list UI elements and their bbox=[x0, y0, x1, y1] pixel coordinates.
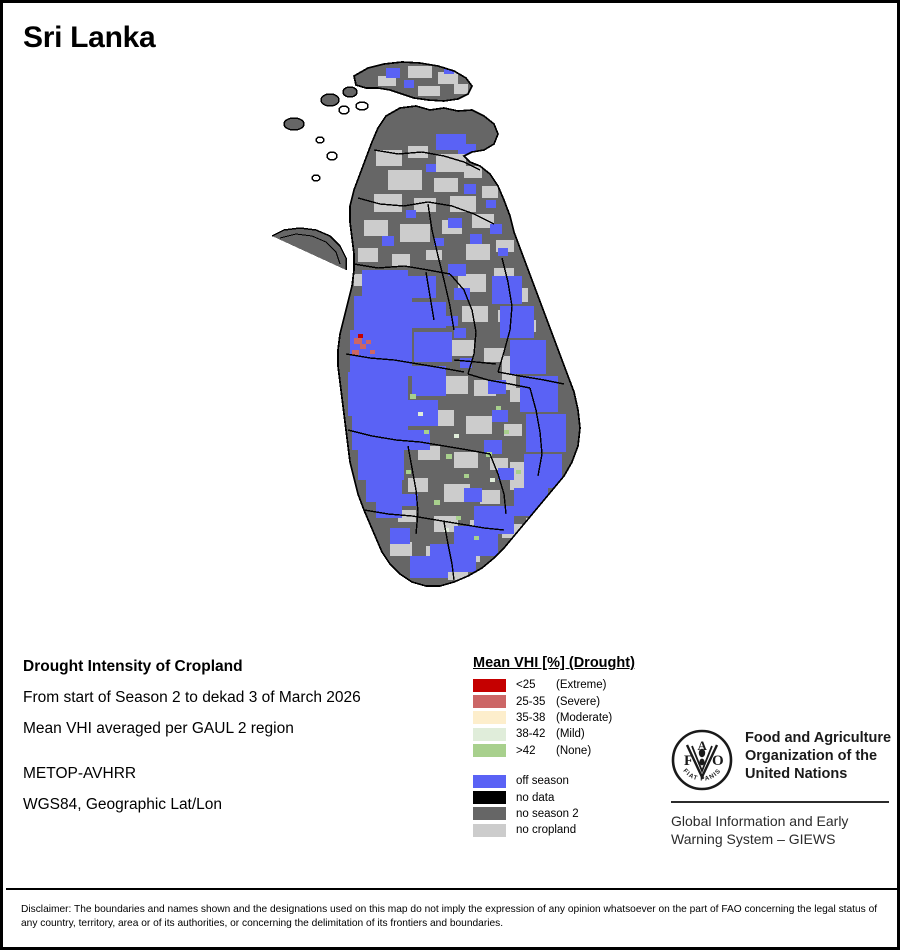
legend-range-extreme: <25 bbox=[516, 679, 536, 692]
legend-swatch-no-cropland bbox=[473, 823, 506, 837]
legend-item-severe[interactable]: 25-35 (Severe) bbox=[473, 693, 663, 709]
map-islands-layer bbox=[283, 86, 369, 182]
fao-org-line2: Organization of the bbox=[745, 748, 878, 765]
legend-item-moderate[interactable]: 35-38 (Moderate) bbox=[473, 710, 663, 726]
legend-range-mild: 38-42 bbox=[516, 728, 546, 741]
legend-label-off-season: off season bbox=[516, 775, 569, 788]
jaffna-coastline bbox=[353, 61, 473, 102]
fao-organization-name: Food and Agriculture Organization of the… bbox=[745, 729, 891, 783]
legend-label-no-season-2: no season 2 bbox=[516, 807, 579, 820]
legend-label-none: (None) bbox=[556, 744, 592, 757]
legend-swatch-no-data bbox=[473, 791, 506, 805]
legend-swatch-moderate bbox=[473, 711, 506, 725]
map-legend: Mean VHI [%] (Drought) <25 (Extreme) 25-… bbox=[473, 655, 663, 839]
description-block: Drought Intensity of Cropland From start… bbox=[23, 658, 453, 827]
map-jaffna-layer bbox=[353, 61, 473, 102]
fao-logo-icon: F A O FIAT PANIS bbox=[671, 729, 733, 791]
disclaimer-text: Disclaimer: The boundaries and names sho… bbox=[21, 904, 878, 930]
legend-label-moderate: (Moderate) bbox=[556, 711, 613, 724]
legend-label-severe: (Severe) bbox=[556, 695, 601, 708]
svg-text:F: F bbox=[684, 753, 693, 769]
mainland-coastline bbox=[337, 105, 581, 587]
description-period: From start of Season 2 to dekad 3 of Mar… bbox=[23, 689, 361, 706]
legend-item-none[interactable]: >42 (None) bbox=[473, 743, 663, 759]
legend-label-extreme: (Extreme) bbox=[556, 679, 607, 692]
legend-swatch-no-season-2 bbox=[473, 807, 506, 821]
page-title: Sri Lanka bbox=[23, 21, 156, 54]
legend-swatch-off-season bbox=[473, 774, 506, 788]
admin-boundaries bbox=[345, 149, 565, 581]
legend-title: Mean VHI [%] (Drought) bbox=[473, 655, 635, 671]
description-gap bbox=[23, 751, 453, 765]
legend-swatch-none bbox=[473, 744, 506, 758]
legend-label-no-cropland: no cropland bbox=[516, 824, 577, 837]
fao-branding-block: F A O FIAT PANIS Food and Agriculture Or… bbox=[671, 729, 893, 848]
map-canvas[interactable] bbox=[258, 58, 658, 633]
legend-item-extreme[interactable]: <25 (Extreme) bbox=[473, 677, 663, 693]
legend-swatch-extreme bbox=[473, 678, 506, 692]
legend-label-mild: (Mild) bbox=[556, 728, 585, 741]
legend-label-no-data: no data bbox=[516, 791, 555, 804]
legend-item-mild[interactable]: 38-42 (Mild) bbox=[473, 726, 663, 742]
giews-line1: Global Information and Early bbox=[671, 813, 849, 829]
legend-swatch-mild bbox=[473, 727, 506, 741]
fao-divider bbox=[671, 801, 889, 803]
legend-item-no-data[interactable]: no data bbox=[473, 789, 663, 805]
disclaimer-divider bbox=[6, 888, 897, 890]
legend-range-none: >42 bbox=[516, 744, 536, 757]
fao-org-line3: United Nations bbox=[745, 766, 848, 783]
fao-org-line1: Food and Agriculture bbox=[745, 730, 892, 746]
fao-header: F A O FIAT PANIS Food and Agriculture Or… bbox=[671, 729, 893, 791]
description-heading: Drought Intensity of Cropland bbox=[23, 658, 243, 675]
svg-text:A: A bbox=[698, 738, 708, 753]
legend-spacer bbox=[473, 759, 663, 773]
description-sensor: METOP-AVHRR bbox=[23, 765, 137, 782]
legend-range-severe: 25-35 bbox=[516, 695, 546, 708]
giews-block: Global Information and Early Warning Sys… bbox=[671, 812, 893, 848]
giews-line2: Warning System – GIEWS bbox=[671, 831, 836, 848]
legend-item-no-cropland[interactable]: no cropland bbox=[473, 822, 663, 838]
map-mainland-layer bbox=[337, 105, 581, 587]
legend-item-no-season-2[interactable]: no season 2 bbox=[473, 806, 663, 822]
svg-text:O: O bbox=[712, 753, 724, 769]
description-metric: Mean VHI averaged per GAUL 2 region bbox=[23, 720, 294, 737]
mannar-arc bbox=[271, 227, 347, 270]
legend-item-off-season[interactable]: off season bbox=[473, 773, 663, 789]
description-projection: WGS84, Geographic Lat/Lon bbox=[23, 796, 223, 813]
legend-swatch-severe bbox=[473, 695, 506, 709]
legend-range-moderate: 35-38 bbox=[516, 711, 546, 724]
